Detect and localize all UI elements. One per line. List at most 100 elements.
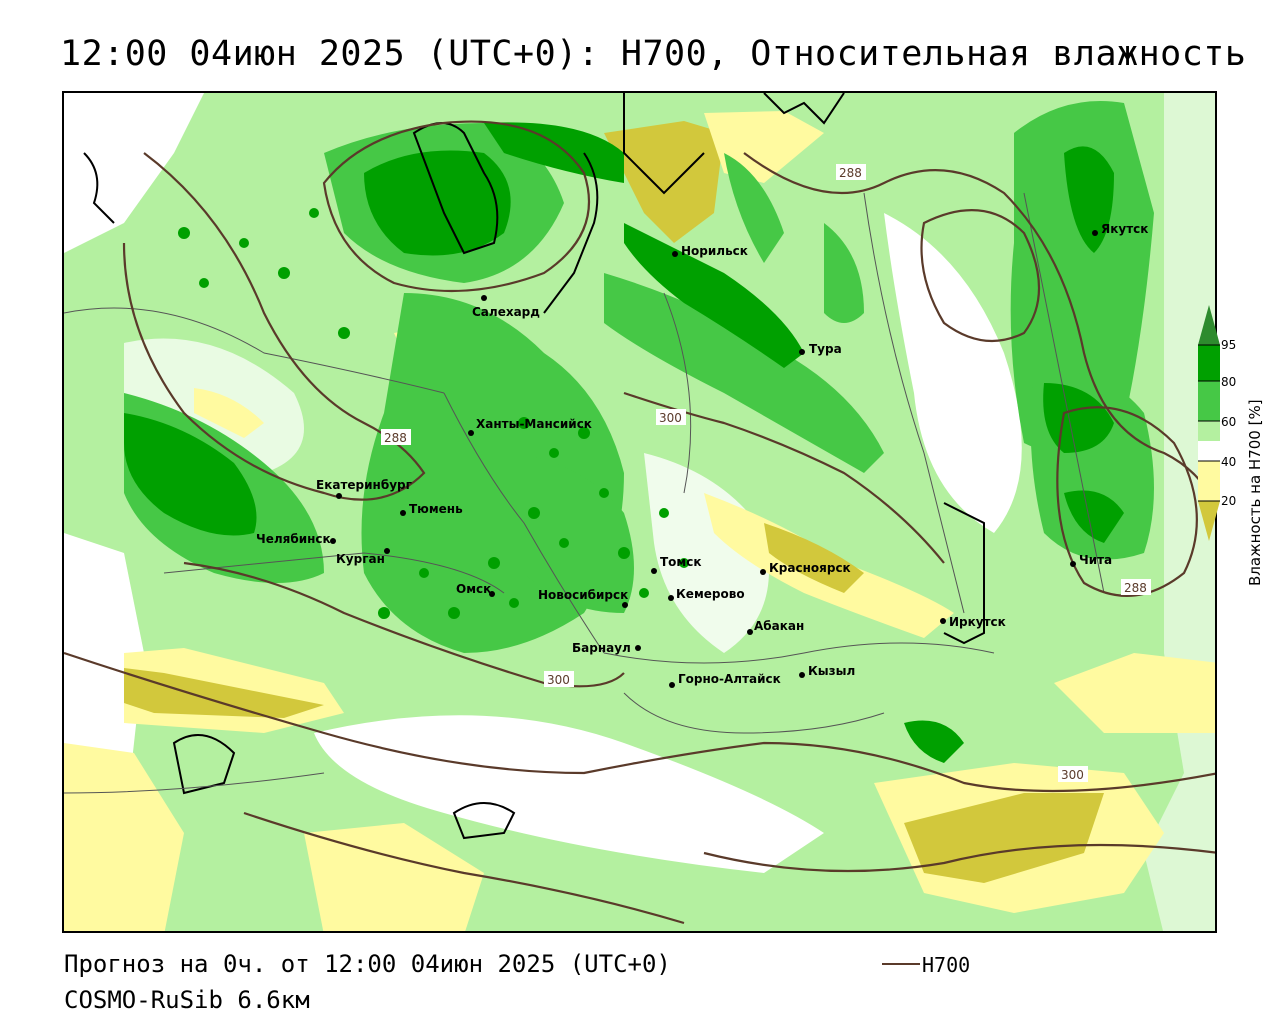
city-dot-norilsk (672, 251, 678, 257)
humidity-region-darkgreen (904, 720, 964, 763)
city-markers: Норильск Якутск Салехард Тура Ханты-Манс… (256, 222, 1148, 688)
city-dot-tomsk (651, 568, 657, 574)
isoline-ring-east (1056, 406, 1198, 597)
colorbar-tick: 20 (1221, 494, 1237, 508)
humidity-region-white (64, 93, 204, 253)
city-dot-krasnoyarsk (760, 569, 766, 575)
region-borders (64, 192, 1105, 794)
city-label-tomsk: Томск (660, 555, 702, 569)
city-label-barnaul: Барнаул (572, 641, 631, 655)
isoline-288-north (322, 120, 591, 293)
city-dot-tyumen (400, 510, 406, 516)
city-label-gorno: Горно-Алтайск (678, 672, 781, 686)
colorbar-bottom-triangle (1198, 501, 1220, 541)
city-label-novosibirsk: Новосибирск (538, 588, 628, 602)
h700-legend-line (882, 963, 920, 965)
city-label-irkutsk: Иркутск (949, 615, 1006, 629)
city-dot-ekaterinburg (336, 493, 342, 499)
colorbar-bin (1198, 441, 1220, 461)
city-dot-novosibirsk (622, 602, 628, 608)
humidity-region-yellow (1054, 653, 1215, 733)
city-dot-kemerovo (668, 595, 674, 601)
isoline-far-south (703, 843, 1215, 873)
colorbar-bin (1198, 421, 1220, 441)
city-label-tura: Тура (809, 342, 842, 356)
colorbar (1198, 305, 1220, 541)
humidity-region-darkgreen (124, 413, 257, 536)
humidity-region-darkgreen (484, 122, 624, 183)
colorbar-bin (1198, 345, 1220, 381)
city-dot-abakan (747, 629, 753, 635)
humidity-region-green (1010, 101, 1154, 455)
isoline-288-west (122, 152, 426, 501)
city-label-omsk: Омск (456, 582, 491, 596)
city-label-ekaterinburg: Екатеринбург (316, 478, 412, 492)
isoline-label: 288 (839, 166, 862, 180)
colorbar-top-triangle (1198, 305, 1220, 345)
humidity-region-yellow (124, 668, 324, 718)
colorbar-tick: 80 (1221, 375, 1237, 389)
coastlines (83, 93, 985, 840)
humidity-region-darkgreen (364, 150, 511, 256)
isoline-labels: 288 288 288 300 300 300 (381, 164, 1151, 782)
humidity-region-white (314, 715, 824, 873)
colorbar-tick: 60 (1221, 415, 1237, 429)
isoline-label: 300 (659, 411, 682, 425)
city-label-tyumen: Тюмень (409, 502, 463, 516)
city-dot-tura (799, 349, 805, 355)
city-dot-omsk (489, 591, 495, 597)
city-label-yakutsk: Якутск (1101, 222, 1148, 236)
isoline-288-east (743, 152, 1215, 507)
h700-legend-label: H700 (922, 953, 971, 977)
humidity-region-darkgreen (1064, 146, 1114, 253)
city-dot-barnaul (635, 645, 641, 651)
isoline-300-south (64, 651, 1215, 793)
city-label-abakan: Абакан (754, 619, 804, 633)
city-dot-khanty (468, 430, 474, 436)
city-dot-kyzyl (799, 672, 805, 678)
colorbar-bin (1198, 461, 1220, 501)
humidity-region-green (824, 223, 864, 323)
city-dot-kurgan (384, 548, 390, 554)
colorbar-bin (1198, 381, 1220, 421)
humidity-region-green (724, 153, 784, 263)
city-label-norilsk: Норильск (681, 244, 748, 258)
city-label-salekhard: Салехард (472, 305, 540, 319)
isoline-label: 300 (1061, 768, 1084, 782)
map-title: 12:00 04июн 2025 (UTC+0): H700, Относите… (60, 34, 1247, 74)
humidity-region-white (644, 453, 769, 653)
isoline-300-mid (183, 561, 625, 688)
isoline-label: 288 (384, 431, 407, 445)
city-dot-salekhard (481, 295, 487, 301)
city-dot-chita (1070, 561, 1076, 567)
humidity-region-green (604, 273, 884, 473)
city-label-kyzyl: Кызыл (808, 664, 855, 678)
city-label-krasnoyarsk: Красноярск (769, 561, 851, 575)
city-label-kemerovo: Кемерово (676, 587, 745, 601)
humidity-region-yellow (604, 121, 724, 243)
city-label-chita: Чита (1079, 553, 1112, 567)
city-dot-gorno (669, 682, 675, 688)
humidity-region-yellow (764, 523, 864, 593)
city-dot-chelyabinsk (330, 538, 336, 544)
map-panel: 288 288 288 300 300 300 Норильск Якутск … (62, 91, 1217, 933)
humidity-region-white (884, 213, 1022, 533)
isoline-ring-ne (920, 209, 1040, 343)
colorbar-tick: 95 (1221, 338, 1237, 352)
colorbar-tick: 40 (1221, 455, 1237, 469)
city-label-kurgan: Курган (336, 552, 385, 566)
forecast-info: Прогноз на 0ч. от 12:00 04июн 2025 (UTC+… (64, 950, 671, 978)
humidity-map: 288 288 288 300 300 300 Норильск Якутск … (64, 93, 1215, 931)
city-dot-yakutsk (1092, 230, 1098, 236)
isoline-label: 300 (547, 673, 570, 687)
humidity-region-yellow (194, 388, 264, 438)
humidity-region-yellow (304, 823, 484, 931)
humidity-speckles (178, 208, 689, 619)
humidity-region-darkgreen (624, 223, 804, 368)
city-label-chelyabinsk: Челябинск (256, 532, 331, 546)
humidity-region-darkgreen (1064, 490, 1124, 543)
isoline-label: 288 (1124, 581, 1147, 595)
model-name: COSMO-RuSib 6.6км (64, 986, 310, 1014)
isoline-300-lower (243, 811, 685, 925)
city-dot-irkutsk (940, 618, 946, 624)
